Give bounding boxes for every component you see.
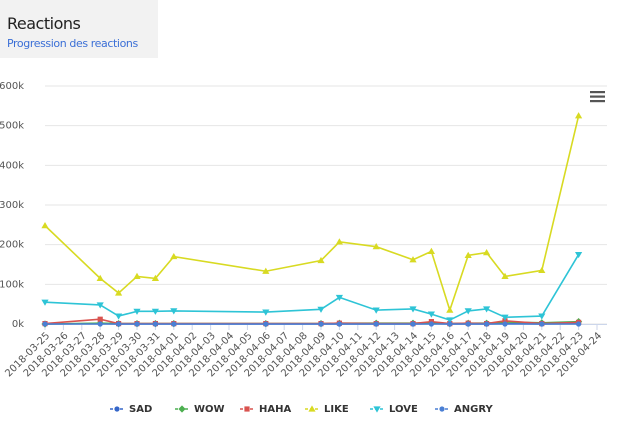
data-point	[373, 321, 379, 327]
data-point	[335, 294, 343, 302]
subtitle: Progression des reactions	[7, 37, 138, 50]
data-point	[538, 266, 546, 274]
data-point	[151, 274, 159, 281]
series-line	[44, 115, 580, 313]
data-point	[42, 321, 48, 327]
y-tick-label: 600k	[0, 81, 24, 92]
data-point	[576, 321, 582, 327]
data-point	[96, 302, 104, 309]
data-point	[115, 289, 123, 296]
y-tick-label: 500k	[0, 121, 24, 132]
menu-line	[590, 91, 605, 94]
y-tick-label: 400k	[0, 160, 24, 171]
data-point	[501, 272, 509, 279]
data-point	[317, 306, 325, 313]
data-point	[464, 308, 472, 315]
y-tick-label: 200k	[0, 240, 24, 251]
data-point	[41, 222, 49, 229]
legend-item: WOW	[175, 404, 225, 415]
data-point	[96, 274, 104, 281]
legend-item: LOVE	[370, 404, 418, 415]
data-point	[427, 247, 435, 255]
legend-symbol	[244, 406, 250, 412]
data-point	[464, 251, 472, 258]
data-point	[262, 267, 270, 274]
data-point	[502, 321, 508, 327]
legend-symbol	[373, 406, 381, 413]
data-point	[484, 321, 490, 327]
data-point	[97, 316, 103, 322]
data-point	[336, 321, 342, 327]
data-point	[538, 313, 546, 320]
data-point	[372, 307, 380, 314]
legend-label: SAD	[129, 404, 152, 415]
data-point	[170, 308, 178, 315]
data-point	[428, 321, 434, 327]
legend-symbol	[439, 406, 445, 412]
legend-label: HAHA	[259, 404, 291, 415]
data-point	[447, 321, 453, 327]
data-point	[465, 321, 471, 327]
data-point	[409, 306, 417, 313]
data-point	[41, 299, 49, 306]
data-point	[446, 317, 454, 324]
legend-label: LIKE	[324, 404, 349, 415]
legend: SAD WOW HAHA LIKE LOVE ANGRY	[110, 404, 493, 415]
data-point	[372, 243, 380, 250]
data-point	[410, 321, 416, 327]
data-point	[501, 314, 509, 321]
series-line	[44, 254, 580, 321]
legend-label: WOW	[194, 404, 225, 415]
data-point	[539, 321, 545, 327]
legend-label: ANGRY	[454, 404, 493, 415]
legend-item: ANGRY	[435, 404, 493, 415]
data-point	[335, 238, 343, 245]
title: Reactions	[7, 14, 81, 33]
data-point	[427, 311, 435, 318]
data-point	[152, 321, 158, 327]
data-point	[446, 306, 454, 313]
y-tick-label: 300k	[0, 200, 24, 211]
data-point	[263, 321, 269, 327]
header-card: Reactions Progression des reactions	[0, 0, 158, 58]
data-point	[409, 256, 417, 263]
legend-symbol	[308, 405, 316, 412]
data-point	[575, 251, 583, 259]
data-point	[483, 249, 491, 256]
y-tick-label: 100k	[0, 279, 24, 290]
data-point	[483, 306, 491, 313]
legend-item: LIKE	[305, 404, 349, 415]
data-point	[133, 308, 141, 315]
legend-item: SAD	[110, 404, 152, 415]
data-point	[262, 309, 270, 316]
menu-line	[590, 100, 605, 103]
legend-item: HAHA	[240, 404, 291, 415]
data-point	[116, 321, 122, 327]
data-point	[151, 308, 159, 315]
legend-symbol	[178, 405, 186, 413]
data-point	[134, 321, 140, 327]
data-point	[317, 256, 325, 264]
data-point	[318, 321, 324, 327]
y-tick-label: 0k	[12, 319, 24, 330]
menu-line	[590, 95, 605, 98]
data-point	[575, 112, 583, 119]
data-point	[170, 252, 178, 260]
data-point	[133, 272, 141, 279]
data-point	[171, 321, 177, 327]
legend-label: LOVE	[389, 404, 418, 415]
legend-symbol	[114, 406, 120, 412]
menu-button[interactable]	[588, 88, 608, 104]
data-point	[97, 321, 103, 327]
data-point	[115, 313, 123, 320]
